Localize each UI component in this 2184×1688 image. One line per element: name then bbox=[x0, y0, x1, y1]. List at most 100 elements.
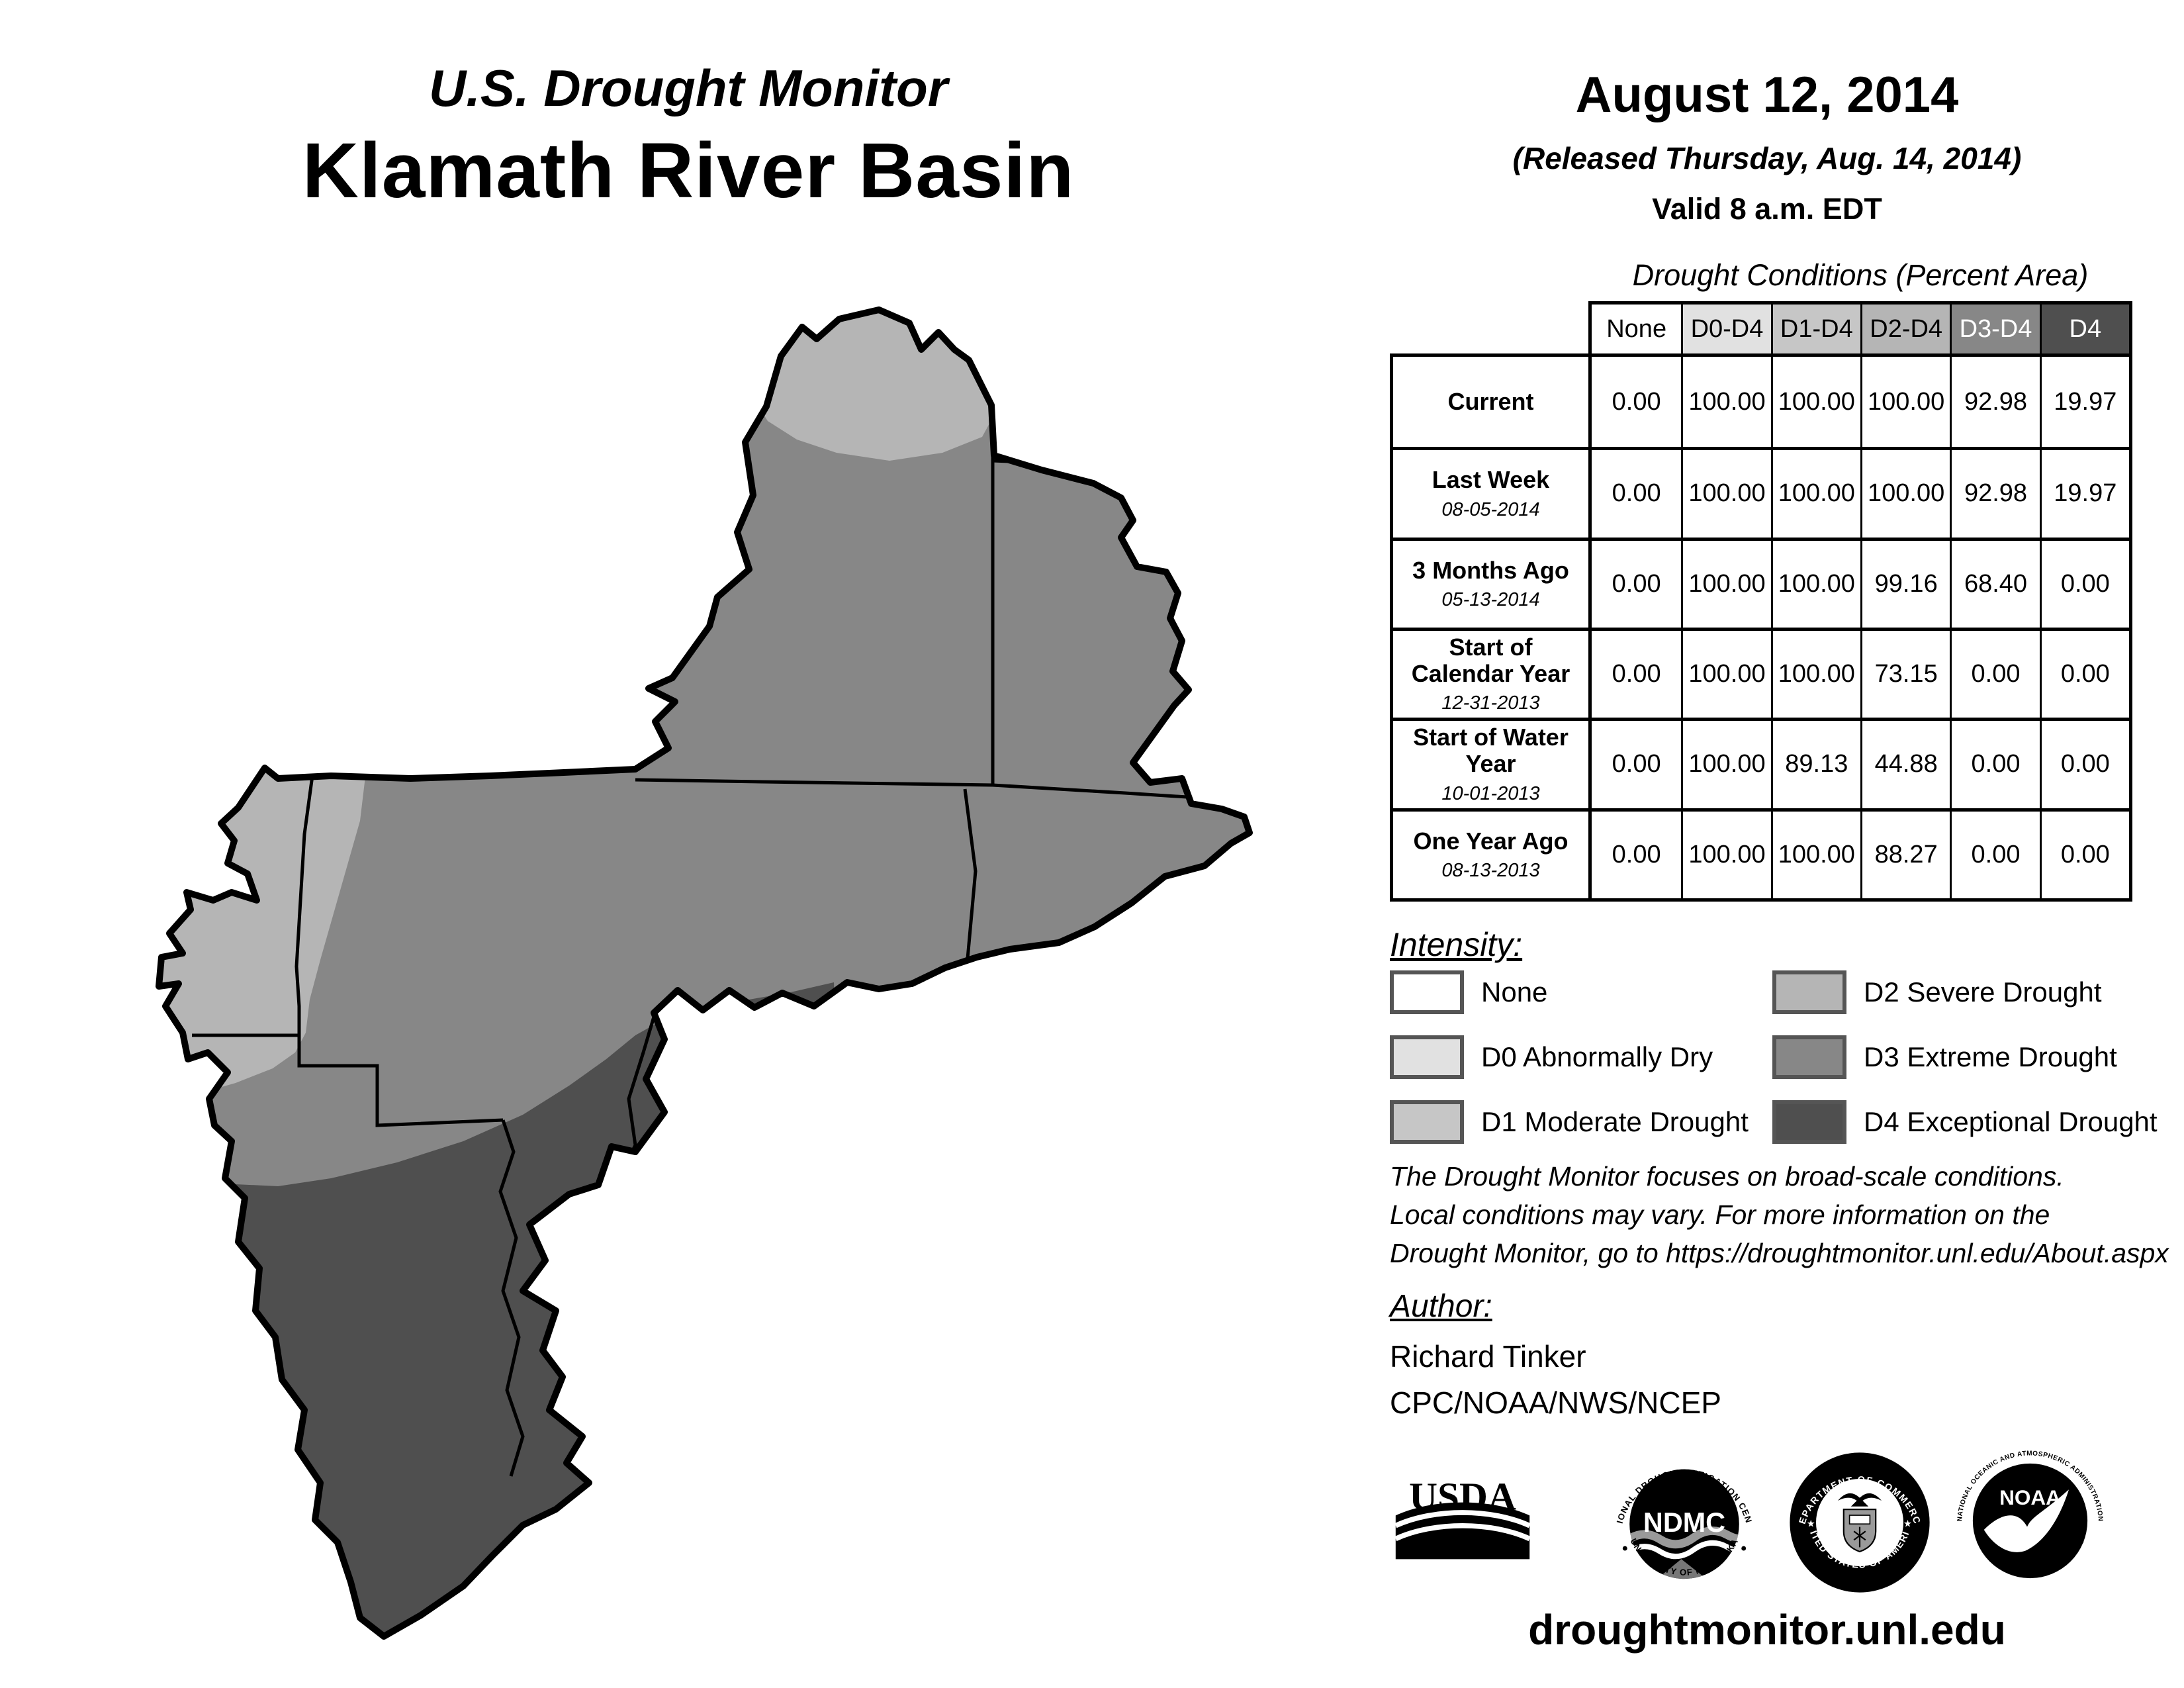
disclaimer-line: The Drought Monitor focuses on broad-sca… bbox=[1390, 1161, 2064, 1192]
table-value: 99.16 bbox=[1860, 537, 1950, 628]
table-value: 100.00 bbox=[1860, 447, 1950, 538]
row-label-text: One Year Ago bbox=[1413, 827, 1569, 855]
table-value: 73.15 bbox=[1860, 627, 1950, 718]
page-title: Klamath River Basin bbox=[302, 127, 1075, 214]
legend-label: D2 Severe Drought bbox=[1864, 976, 2102, 1008]
table-value: 100.00 bbox=[1770, 357, 1860, 447]
legend-label: D0 Abnormally Dry bbox=[1481, 1041, 1713, 1072]
table-value: 100.00 bbox=[1770, 808, 1860, 898]
column-header-d4: D4 bbox=[2039, 305, 2129, 353]
row-date: 08-05-2014 bbox=[1441, 498, 1540, 520]
legend-heading: Intensity: bbox=[1390, 926, 1523, 963]
table-value: 0.00 bbox=[1950, 627, 2040, 718]
table-value: 100.00 bbox=[1681, 357, 1770, 447]
legend-label: D1 Moderate Drought bbox=[1481, 1106, 1749, 1137]
legend-item-D3: D3 Extreme Drought bbox=[1772, 1035, 2117, 1079]
row-date: 10-01-2013 bbox=[1441, 782, 1540, 804]
usda-logo: USDA bbox=[1394, 1476, 1531, 1560]
table-value: 100.00 bbox=[1770, 447, 1860, 538]
table-value: 0.00 bbox=[2039, 808, 2129, 898]
disclaimer-line: Local conditions may vary. For more info… bbox=[1390, 1199, 2050, 1231]
table-value: 88.27 bbox=[1860, 808, 1950, 898]
table-value: 100.00 bbox=[1681, 627, 1771, 718]
department-of-commerce-seal: DEPARTMENT OF COMMERCE UNITED STATES OF … bbox=[1787, 1450, 1930, 1593]
footer-url: droughtmonitor.unl.edu bbox=[1528, 1606, 2006, 1654]
column-header-d2-d4: D2-D4 bbox=[1860, 305, 1950, 353]
disclaimer-line: Drought Monitor, go to https://droughtmo… bbox=[1390, 1238, 2169, 1269]
row-date: 05-13-2014 bbox=[1441, 588, 1540, 610]
table-value: 100.00 bbox=[1770, 537, 1860, 628]
table-value: 68.40 bbox=[1950, 537, 2040, 628]
row-date: 12-31-2013 bbox=[1441, 692, 1540, 714]
row-label: Last Week 08-05-2014 bbox=[1393, 447, 1592, 538]
table-value: 0.00 bbox=[1612, 387, 1661, 416]
row-label-text: Start of Calendar Year bbox=[1411, 633, 1570, 688]
column-header-d0-d4: D0-D4 bbox=[1681, 305, 1771, 353]
table-value: 19.97 bbox=[2039, 447, 2129, 538]
legend-label: None bbox=[1481, 976, 1548, 1008]
legend-swatch-D3 bbox=[1772, 1035, 1846, 1079]
table-value: 19.97 bbox=[2039, 357, 2129, 447]
table-value: 0.00 bbox=[2039, 718, 2129, 808]
ndmc-logo: NDMC NATIONAL DROUGHT MITIGATION CENTER … bbox=[1608, 1446, 1759, 1597]
report-valid-time: Valid 8 a.m. EDT bbox=[1652, 192, 1882, 226]
svg-text:★: ★ bbox=[1807, 1519, 1815, 1530]
klamath-river-basin-map bbox=[156, 306, 1253, 1640]
disclaimer-text: The Drought Monitor focuses on broad-sca… bbox=[1390, 1157, 2171, 1273]
row-label: Start of Water Year 10-01-2013 bbox=[1393, 718, 1592, 808]
table-value: 89.13 bbox=[1770, 718, 1860, 808]
legend-label: D3 Extreme Drought bbox=[1864, 1041, 2117, 1072]
legend-item-D0: D0 Abnormally Dry bbox=[1390, 1035, 1713, 1079]
county-boundaries bbox=[192, 413, 1208, 1477]
table-value: 0.00 bbox=[1592, 537, 1682, 628]
table-value: 92.98 bbox=[1950, 447, 2040, 538]
report-supertitle: U.S. Drought Monitor bbox=[428, 59, 948, 117]
table-value: 44.88 bbox=[1860, 718, 1950, 808]
row-date: 08-13-2013 bbox=[1441, 859, 1540, 881]
ndmc-acronym: NDMC bbox=[1643, 1507, 1725, 1538]
row-label: One Year Ago 08-13-2013 bbox=[1393, 808, 1592, 898]
column-header-none: None bbox=[1592, 305, 1682, 353]
legend-swatch-D2 bbox=[1772, 970, 1846, 1014]
legend-item-none: None bbox=[1390, 970, 1547, 1014]
table-value: 92.98 bbox=[1950, 357, 2039, 447]
table-value: 100.00 bbox=[1681, 808, 1771, 898]
row-label: Current bbox=[1393, 357, 1592, 447]
table-value: 100.00 bbox=[1681, 718, 1771, 808]
table-value: 0.00 bbox=[1950, 808, 2040, 898]
author-organization: CPC/NOAA/NWS/NCEP bbox=[1390, 1385, 1721, 1420]
legend-item-D2: D2 Severe Drought bbox=[1772, 970, 2102, 1014]
commerce-eagle bbox=[1838, 1493, 1882, 1507]
legend-swatch-none bbox=[1390, 970, 1464, 1014]
noaa-seabird-swoosh bbox=[1983, 1489, 2069, 1552]
row-label-text: Start of Water Year bbox=[1413, 724, 1569, 778]
table-value: 100.00 bbox=[1860, 357, 1950, 447]
legend-item-D1: D1 Moderate Drought bbox=[1390, 1100, 1749, 1144]
table-value: 100.00 bbox=[1681, 447, 1771, 538]
noaa-logo: NATIONAL OCEANIC AND ATMOSPHERIC ADMINIS… bbox=[1956, 1450, 2103, 1579]
row-label: 3 Months Ago 05-13-2014 bbox=[1393, 537, 1592, 628]
legend-swatch-D1 bbox=[1390, 1100, 1464, 1144]
legend-item-D4: D4 Exceptional Drought bbox=[1772, 1100, 2158, 1144]
legend-label: D4 Exceptional Drought bbox=[1864, 1106, 2158, 1137]
row-label: Start of Calendar Year 12-31-2013 bbox=[1393, 627, 1592, 718]
basin-outline bbox=[156, 306, 1253, 1640]
svg-text:★: ★ bbox=[1903, 1519, 1912, 1530]
table-value: 0.00 bbox=[1592, 627, 1682, 718]
row-label-text: Last Week bbox=[1432, 466, 1550, 494]
table-title: Drought Conditions (Percent Area) bbox=[1632, 258, 2089, 292]
table-value: 100.00 bbox=[1681, 537, 1771, 628]
table-value: 0.00 bbox=[1592, 718, 1682, 808]
legend-swatch-D4 bbox=[1772, 1100, 1846, 1144]
column-header-d3-d4: D3-D4 bbox=[1950, 305, 2040, 353]
table-value: 0.00 bbox=[2039, 537, 2129, 628]
table-value: 100.00 bbox=[1770, 627, 1860, 718]
drought-conditions-table: Current 0.00 100.00 100.00 100.00 92.98 19.97 L… bbox=[1390, 353, 2132, 902]
table-value: 0.00 bbox=[1592, 808, 1682, 898]
table-value: 0.00 bbox=[1592, 447, 1682, 537]
table-value: 0.00 bbox=[1950, 718, 2040, 808]
author-name: Richard Tinker bbox=[1390, 1339, 1586, 1374]
row-label-text: 3 Months Ago bbox=[1412, 556, 1569, 584]
row-label-text: Current bbox=[1447, 388, 1534, 415]
